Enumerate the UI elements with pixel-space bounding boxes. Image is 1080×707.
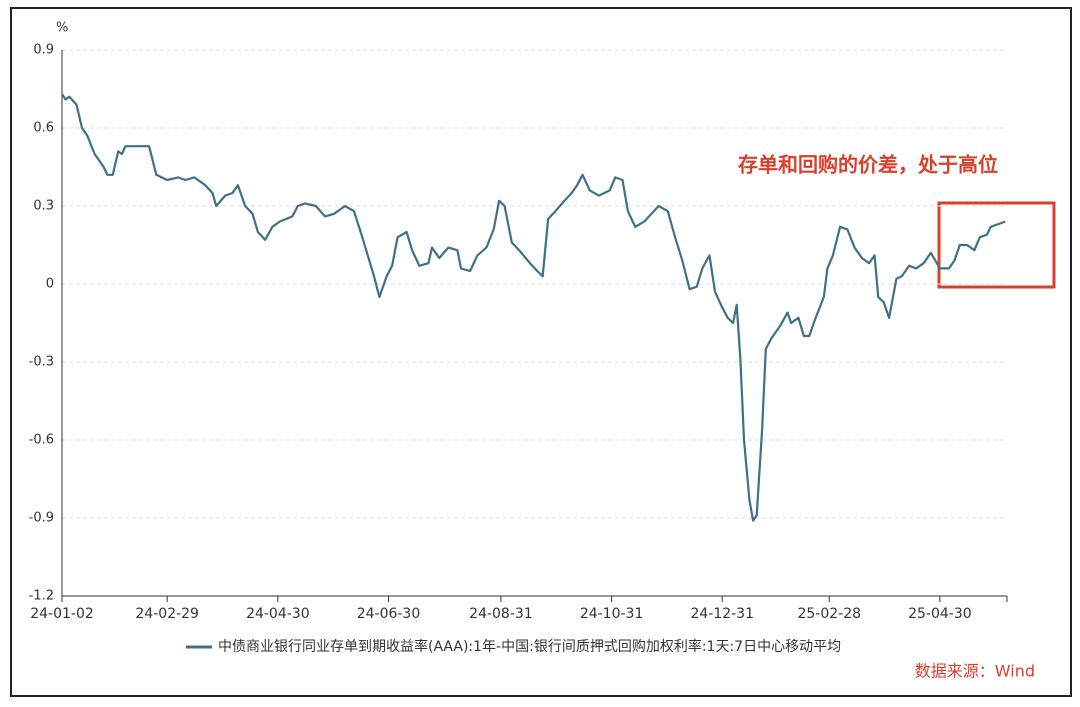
annotation: 存单和回购的价差，处于高位 bbox=[738, 153, 998, 177]
x-tick-label: 24-02-29 bbox=[135, 606, 199, 622]
x-tick-label: 25-04-30 bbox=[908, 606, 972, 622]
x-tick-label: 24-01-02 bbox=[30, 606, 94, 622]
y-tick-label: 0.3 bbox=[33, 199, 54, 214]
x-tick-label: 24-12-31 bbox=[690, 606, 754, 622]
series-line bbox=[61, 93, 1006, 522]
legend-label: 中债商业银行同业存单到期收益率(AAA):1年-中国:银行间质押式回购加权利率:… bbox=[218, 638, 841, 655]
y-tick-label: -0.6 bbox=[29, 433, 54, 448]
y-tick-label: 0.6 bbox=[33, 121, 54, 136]
y-tick-label: -0.9 bbox=[29, 511, 54, 526]
frame bbox=[10, 7, 1072, 697]
x-tick-label: 24-10-31 bbox=[580, 606, 644, 622]
y-tick-label: 0 bbox=[46, 277, 54, 292]
x-tick-label: 24-06-30 bbox=[357, 606, 421, 622]
x-tick-label: 25-02-28 bbox=[797, 606, 861, 622]
y-axis-label: % bbox=[56, 21, 68, 36]
source: 数据来源：Wind bbox=[915, 662, 1035, 681]
x-tick-label: 24-04-30 bbox=[246, 606, 310, 622]
y-tick-label: -0.3 bbox=[29, 355, 54, 370]
x-tick-label: 24-08-31 bbox=[469, 606, 533, 622]
y-tick-label: 0.9 bbox=[33, 43, 54, 58]
highlight-box bbox=[937, 201, 1056, 289]
y-tick-label: -1.2 bbox=[29, 589, 54, 604]
